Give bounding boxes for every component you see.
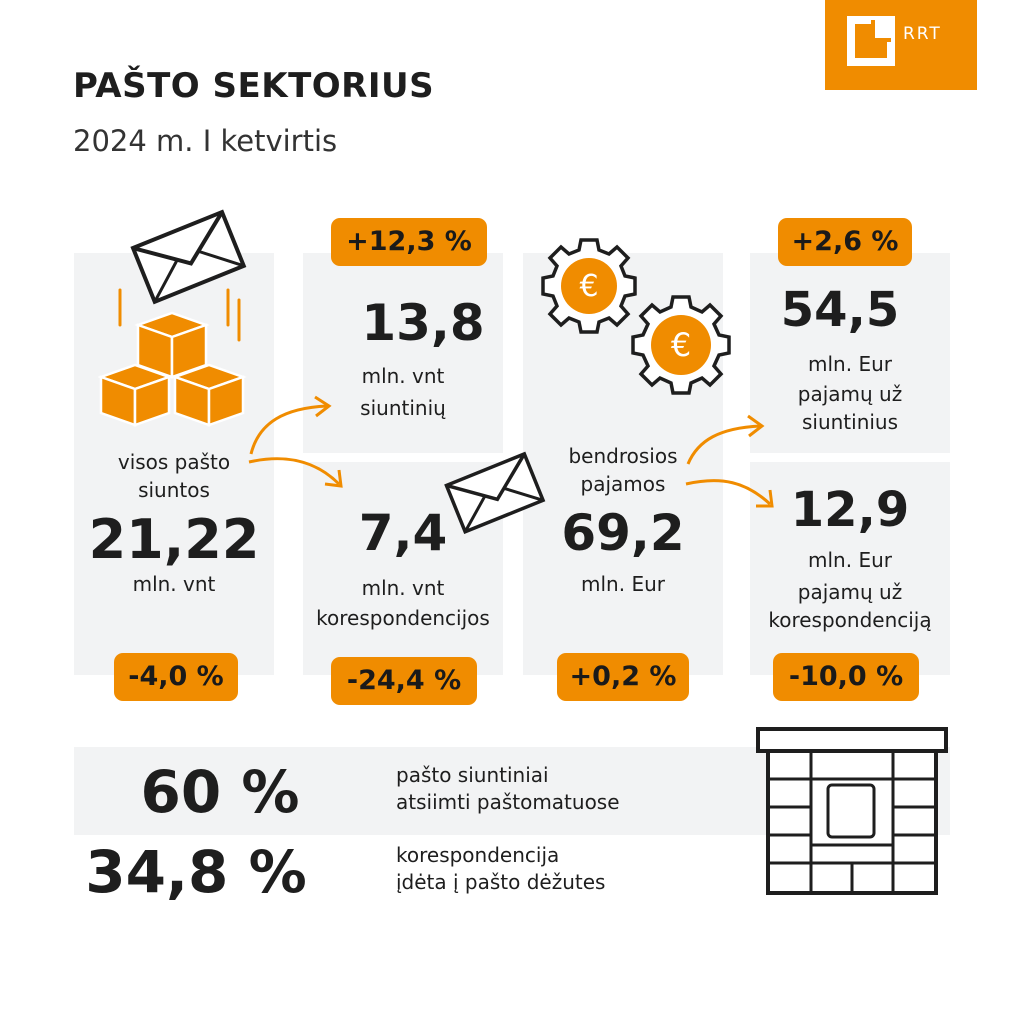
page-subtitle: 2024 m. I ketvirtis bbox=[73, 124, 338, 158]
revenue-correspondence-value: 12,9 bbox=[790, 482, 910, 538]
correspondence-value: 7,4 bbox=[358, 504, 448, 562]
stacked-boxes-icon bbox=[98, 288, 247, 427]
revenue-total-label: bendrosios pajamos bbox=[568, 444, 678, 496]
revenue-correspondence-label: pajamų už korespondenciją bbox=[768, 580, 932, 632]
arrow-to-revenue-correspondence-icon bbox=[685, 479, 774, 508]
svg-text:€: € bbox=[671, 326, 691, 364]
logo-icon bbox=[847, 16, 895, 66]
mailbox-share-line2: įdėta į pašto dėžutes bbox=[396, 870, 606, 894]
revenue-parcels-value: 54,5 bbox=[780, 282, 900, 338]
revenue-parcels-unit: mln. Eur bbox=[808, 352, 892, 376]
parcels-unit: mln. vnt bbox=[361, 364, 445, 388]
revenue-parcels-label: pajamų už siuntinius bbox=[797, 382, 903, 434]
arrow-to-parcels-icon bbox=[249, 395, 332, 455]
revenue-correspondence-unit: mln. Eur bbox=[808, 548, 892, 572]
page-title: PAŠTO SEKTORIUS bbox=[73, 66, 435, 106]
svg-text:€: € bbox=[579, 269, 598, 304]
revenue-total-unit: mln. Eur bbox=[581, 572, 665, 596]
mailbox-share-line1: korespondencija bbox=[396, 843, 560, 867]
mail-total-change-badge: -4,0 % bbox=[114, 653, 238, 701]
revenue-correspondence-change-badge: -10,0 % bbox=[773, 653, 919, 701]
euro-gear-icon: € bbox=[631, 295, 731, 395]
envelope-icon bbox=[130, 209, 247, 305]
rrt-logo: RRT bbox=[825, 0, 977, 90]
logo-text: RRT bbox=[903, 24, 942, 44]
parcel-locker-share-line1: pašto siuntiniai bbox=[396, 763, 549, 787]
correspondence-unit: mln. vnt bbox=[361, 576, 445, 600]
arrow-to-correspondence-icon bbox=[248, 457, 343, 488]
revenue-parcels-change-badge: +2,6 % bbox=[778, 218, 912, 266]
mail-total-unit: mln. vnt bbox=[132, 572, 216, 596]
mailbox-share-value: 34,8 % bbox=[85, 838, 307, 906]
arrow-to-revenue-parcels-icon bbox=[686, 414, 765, 465]
panel-revenue-correspondence bbox=[750, 462, 950, 675]
mail-total-label: visos pašto siuntos bbox=[117, 450, 231, 502]
mail-total-value: 21,22 bbox=[88, 508, 260, 571]
parcel-locker-share-value: 60 % bbox=[140, 758, 300, 826]
parcels-value: 13,8 bbox=[361, 294, 485, 352]
panel-revenue-parcels bbox=[750, 253, 950, 453]
revenue-total-change-badge: +0,2 % bbox=[557, 653, 689, 701]
parcel-locker-icon bbox=[756, 727, 948, 895]
parcel-locker-share-line2: atsiimti paštomatuose bbox=[396, 790, 620, 814]
correspondence-change-badge: -24,4 % bbox=[331, 657, 477, 705]
panel-parcels bbox=[303, 253, 503, 453]
parcels-label: siuntinių bbox=[360, 396, 446, 420]
correspondence-label: korespondencijos bbox=[316, 606, 490, 630]
euro-gear-icon: € bbox=[541, 238, 637, 334]
revenue-total-value: 69,2 bbox=[561, 504, 685, 562]
parcels-change-badge: +12,3 % bbox=[331, 218, 487, 266]
envelope-icon bbox=[444, 451, 546, 534]
